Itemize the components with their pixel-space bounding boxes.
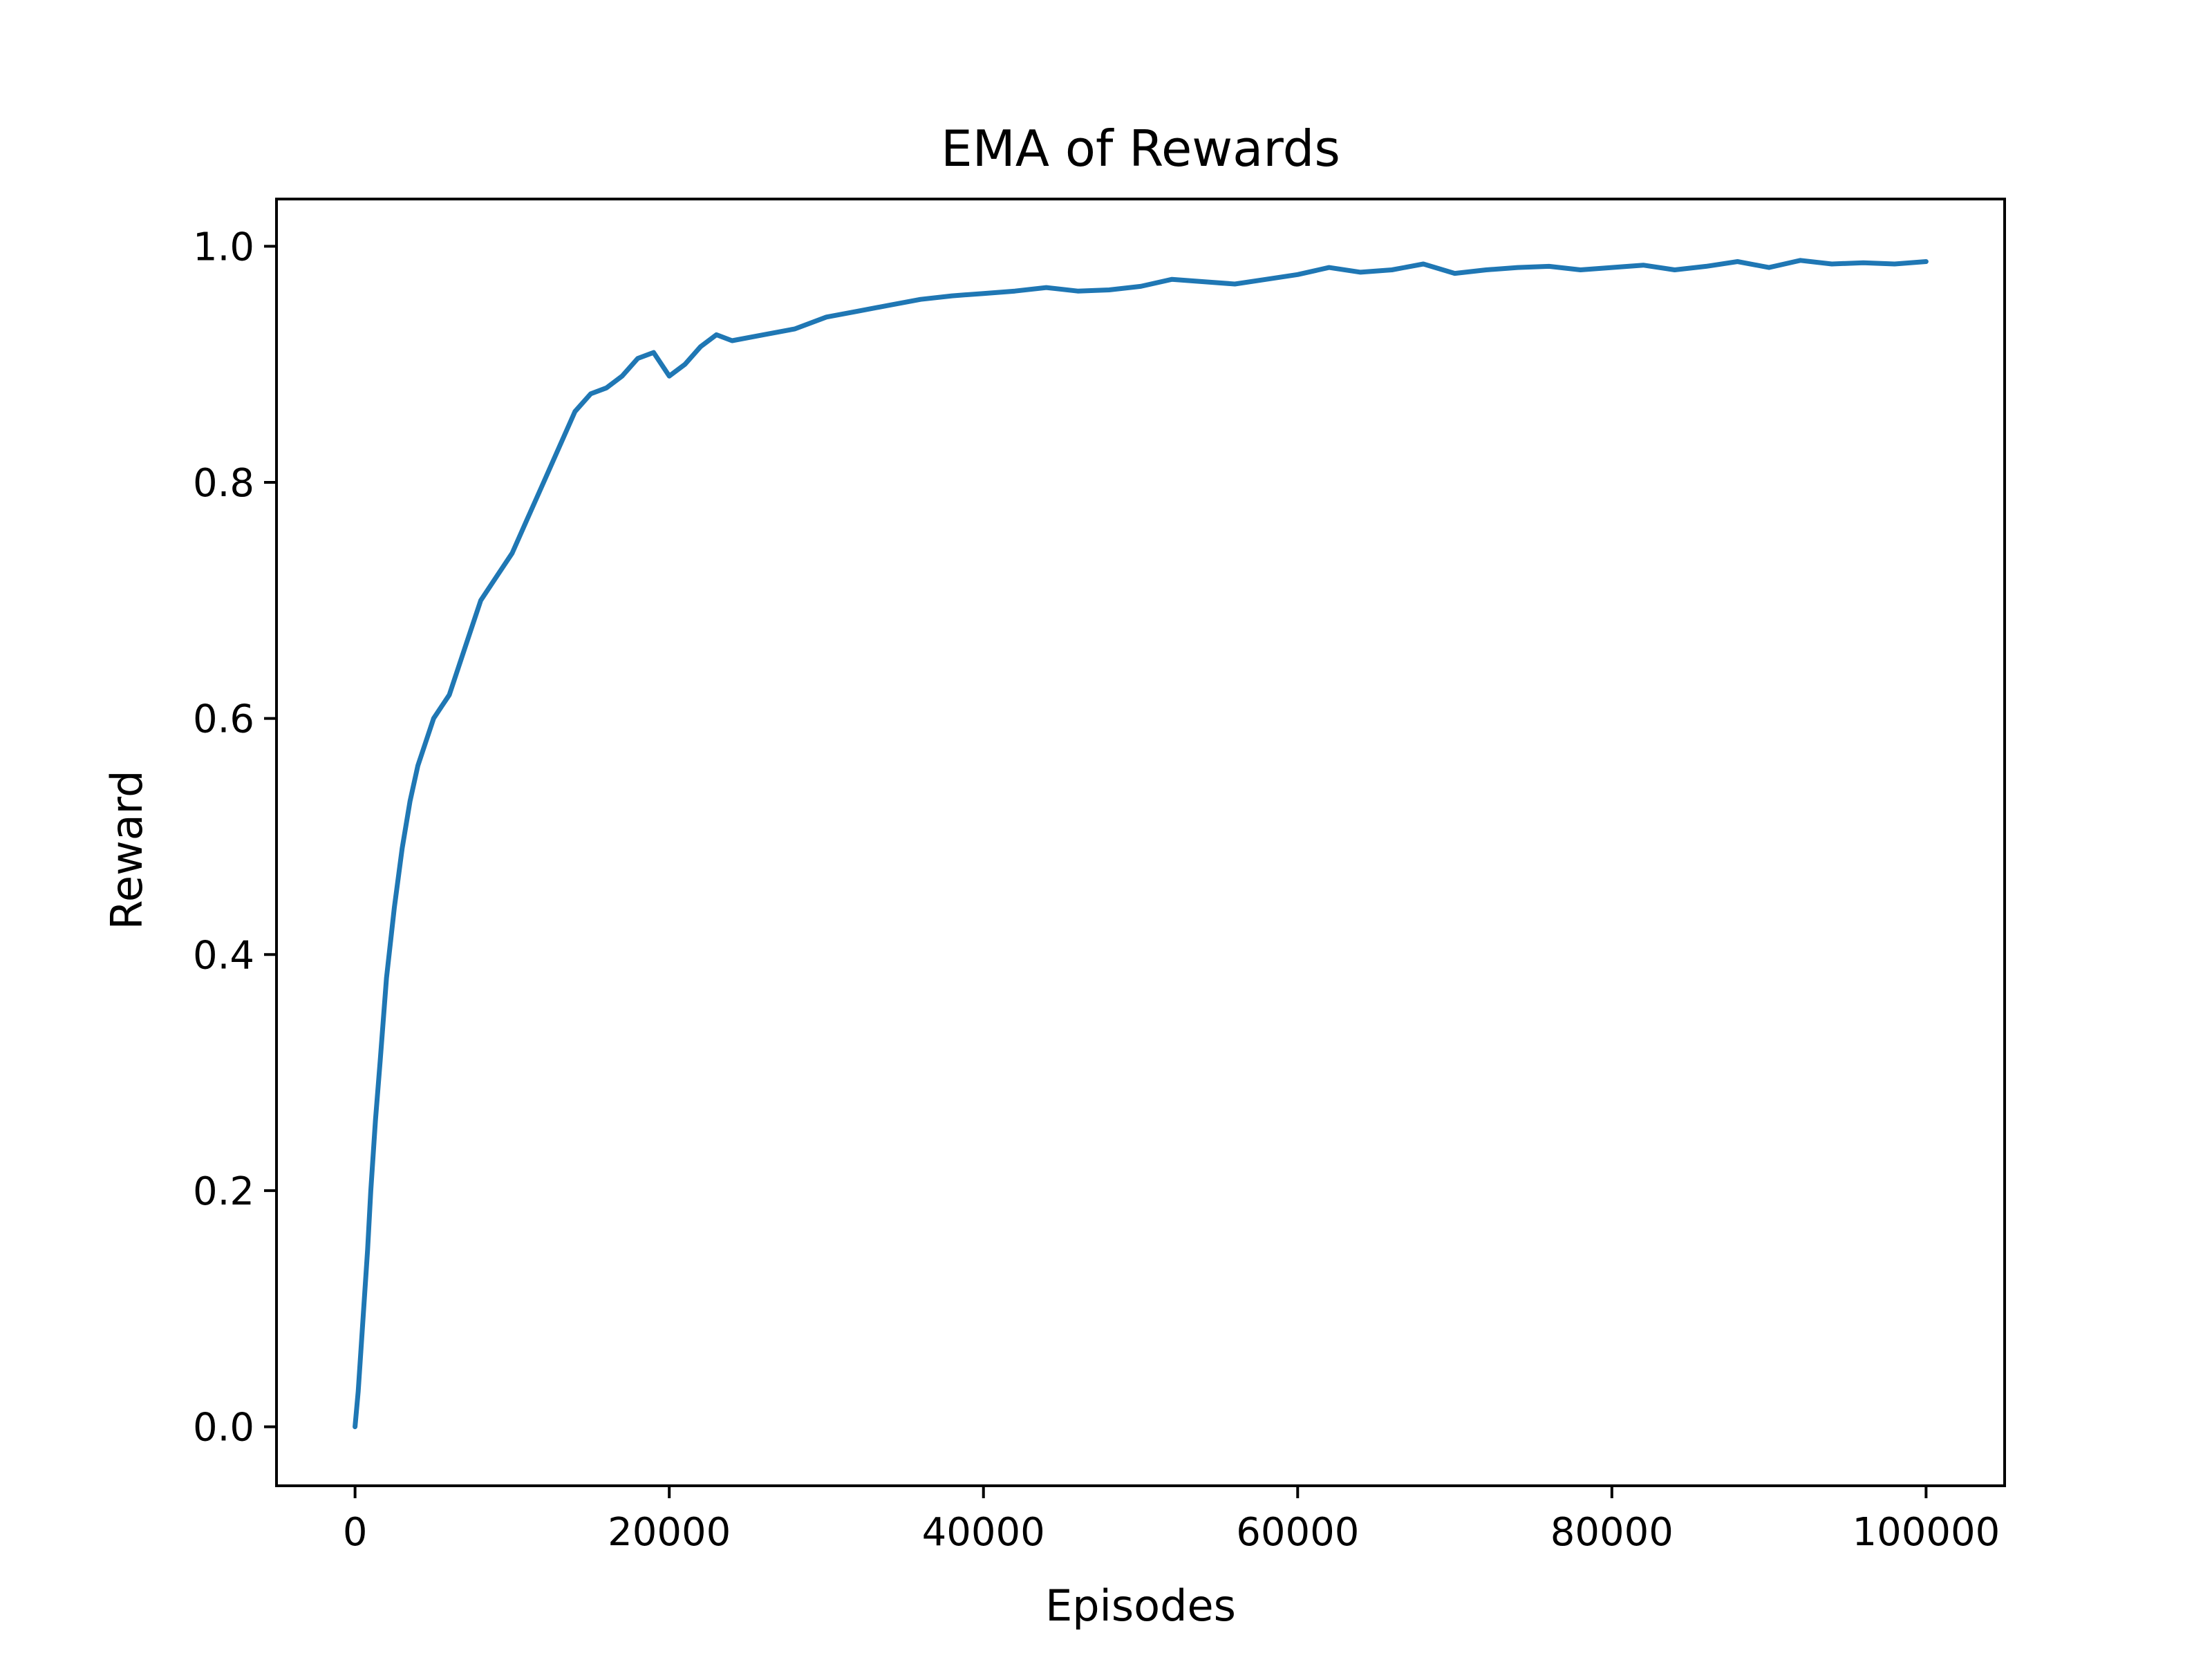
y-tick-label: 1.0 bbox=[193, 225, 254, 270]
x-axis-label: Episodes bbox=[1045, 1580, 1236, 1631]
y-tick-label: 0.4 bbox=[193, 933, 254, 978]
series-line bbox=[353, 258, 1929, 1430]
x-tick-label: 80000 bbox=[1550, 1510, 1674, 1555]
y-tick-label: 0.8 bbox=[193, 461, 254, 506]
y-tick-label: 0.6 bbox=[193, 697, 254, 742]
x-tick-label: 60000 bbox=[1236, 1510, 1359, 1555]
plot-frame bbox=[275, 198, 2006, 1487]
ticks-layer: 0 20000 40000 60000 80000 100000 0.0 0.2 0.4 0.6 0… bbox=[193, 225, 2000, 1555]
y-tick-label: 0.0 bbox=[193, 1406, 254, 1451]
x-tick-label: 20000 bbox=[608, 1510, 731, 1555]
x-tick-label: 40000 bbox=[922, 1510, 1045, 1555]
chart-title: EMA of Rewards bbox=[941, 120, 1340, 178]
y-tick-label: 0.2 bbox=[193, 1169, 254, 1214]
x-tick-label: 0 bbox=[343, 1510, 368, 1555]
y-axis-label: Reward bbox=[102, 771, 152, 930]
x-tick-label: 100000 bbox=[1852, 1510, 2000, 1555]
